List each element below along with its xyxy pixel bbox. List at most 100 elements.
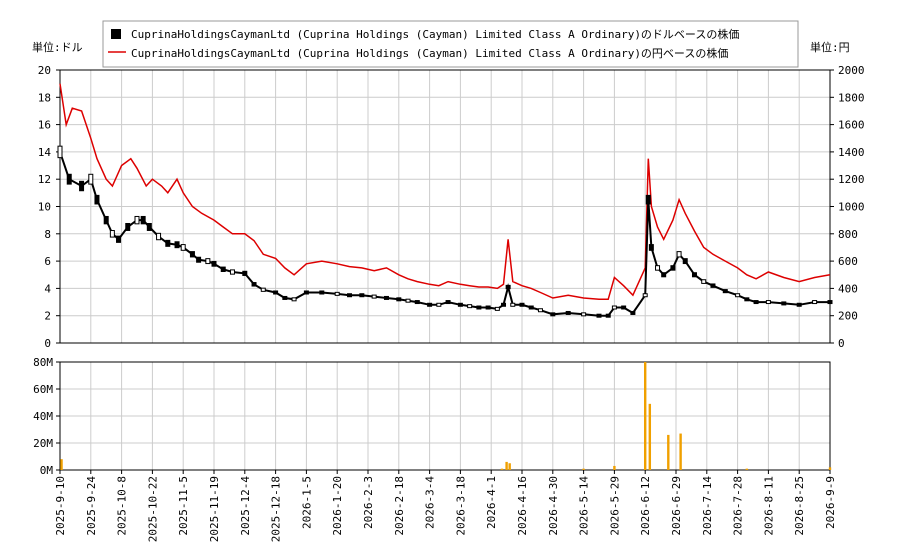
x-tick-label: 2026-7-28 xyxy=(732,476,745,536)
x-tick-label: 2025-11-19 xyxy=(208,476,221,542)
x-tick-label: 2025-12-4 xyxy=(239,476,252,536)
usd-price-candle xyxy=(260,287,266,292)
volume-tick-label: 40M xyxy=(33,410,53,423)
usd-price-candle xyxy=(94,194,100,205)
legend-label-usd: CuprinaHoldingsCaymanLtd (Cuprina Holdin… xyxy=(131,27,739,41)
usd-price-candle xyxy=(812,300,818,305)
usd-price-candle xyxy=(165,239,171,247)
usd-series xyxy=(57,145,833,318)
usd-price-candle xyxy=(476,305,482,310)
x-tick-label: 2026-3-4 xyxy=(424,476,437,529)
x-tick-label: 2026-6-12 xyxy=(639,476,652,536)
usd-price-candle xyxy=(605,313,611,318)
right-tick-label: 800 xyxy=(838,228,858,241)
left-tick-label: 10 xyxy=(38,201,51,214)
usd-price-candle xyxy=(405,298,411,303)
usd-price-candle xyxy=(347,293,353,298)
volume-bar xyxy=(828,467,832,470)
usd-price-candle xyxy=(125,222,131,231)
usd-price-candle xyxy=(88,173,94,185)
x-tick-label: 2026-5-29 xyxy=(608,476,621,536)
volume-bar xyxy=(60,459,63,470)
usd-price-candle xyxy=(596,313,602,318)
usd-price-candle xyxy=(303,290,309,295)
x-tick-label: 2026-7-14 xyxy=(701,476,714,536)
jpy-price-line xyxy=(59,83,831,301)
usd-price-candle xyxy=(519,302,525,307)
volume-bar xyxy=(745,468,749,470)
volume-grid xyxy=(59,361,831,471)
price-left-axis: 0 2 4 6 8 10 12 14 16 18 20 xyxy=(38,64,60,350)
usd-price-candle xyxy=(494,306,500,311)
usd-price-candle xyxy=(445,300,451,305)
usd-price-candle xyxy=(645,194,651,205)
usd-price-candle xyxy=(359,293,365,298)
volume-bar xyxy=(500,468,504,470)
volume-bar xyxy=(644,362,647,470)
usd-price-candle xyxy=(642,293,648,298)
volume-panel: 0M 20M 40M 60M 80M xyxy=(33,356,832,477)
right-tick-label: 1000 xyxy=(838,201,865,214)
usd-price-candle xyxy=(427,302,433,307)
legend-box xyxy=(102,20,799,68)
usd-price-candle xyxy=(710,283,716,288)
right-tick-label: 1400 xyxy=(838,146,865,159)
left-tick-label: 2 xyxy=(44,310,51,323)
usd-price-candle xyxy=(383,295,389,300)
x-tick-label: 2026-2-18 xyxy=(393,476,406,536)
volume-tick-label: 20M xyxy=(33,437,53,450)
usd-price-candle xyxy=(621,305,627,310)
x-axis: 2025-9-10 2025-9-24 2025-10-8 2025-10-22 202… xyxy=(54,470,837,542)
usd-price-candle xyxy=(436,302,442,307)
usd-price-candle xyxy=(251,282,257,287)
right-tick-label: 0 xyxy=(838,337,845,350)
usd-price-candle xyxy=(66,173,72,185)
x-tick-label: 2025-9-10 xyxy=(54,476,67,536)
usd-price-candle xyxy=(156,232,162,241)
usd-price-candle xyxy=(581,312,587,317)
left-tick-label: 12 xyxy=(38,173,51,186)
right-tick-label: 600 xyxy=(838,255,858,268)
x-tick-label: 2025-12-18 xyxy=(270,476,283,542)
usd-price-candle xyxy=(282,295,288,300)
usd-price-candle xyxy=(396,297,402,302)
usd-price-candle xyxy=(682,258,688,265)
x-tick-label: 2026-2-3 xyxy=(362,476,375,529)
usd-price-candle xyxy=(528,305,534,310)
x-tick-label: 2026-8-25 xyxy=(793,476,806,536)
left-tick-label: 18 xyxy=(38,91,51,104)
usd-price-candle xyxy=(510,302,516,307)
usd-price-candle xyxy=(505,284,511,290)
right-tick-label: 1800 xyxy=(838,91,865,104)
usd-price-candle xyxy=(174,241,180,249)
x-tick-label: 2026-6-29 xyxy=(670,476,683,536)
volume-bar xyxy=(582,468,585,470)
right-tick-label: 200 xyxy=(838,310,858,323)
volume-bar xyxy=(613,465,616,470)
x-tick-label: 2026-4-30 xyxy=(547,476,560,536)
usd-price-candle xyxy=(457,302,463,307)
usd-price-candle xyxy=(655,265,661,271)
usd-price-candle xyxy=(765,300,771,305)
x-tick-label: 2026-3-18 xyxy=(454,476,467,536)
right-unit-label: 単位:円 xyxy=(810,40,850,54)
usd-price-candle xyxy=(550,312,556,317)
left-tick-label: 20 xyxy=(38,64,51,77)
usd-price-candle xyxy=(735,293,741,298)
volume-axis: 0M 20M 40M 60M 80M xyxy=(33,356,60,477)
usd-price-candle xyxy=(630,310,636,315)
left-tick-label: 16 xyxy=(38,119,51,132)
legend-label-jpy: CuprinaHoldingsCaymanLtd (Cuprina Holdin… xyxy=(131,46,728,60)
left-tick-label: 4 xyxy=(44,282,51,295)
volume-series xyxy=(60,362,832,470)
usd-price-candle xyxy=(371,294,377,299)
usd-price-candle xyxy=(467,304,473,309)
price-panel: 0 2 4 6 8 10 12 14 16 18 20 0 200 400 600 800 1000 1200 1… xyxy=(38,64,865,350)
right-tick-label: 1200 xyxy=(838,173,865,186)
price-grid xyxy=(59,69,831,344)
usd-price-candle xyxy=(648,244,654,251)
usd-price-candle xyxy=(291,297,297,302)
volume-tick-label: 60M xyxy=(33,383,53,396)
left-tick-label: 14 xyxy=(38,146,52,159)
